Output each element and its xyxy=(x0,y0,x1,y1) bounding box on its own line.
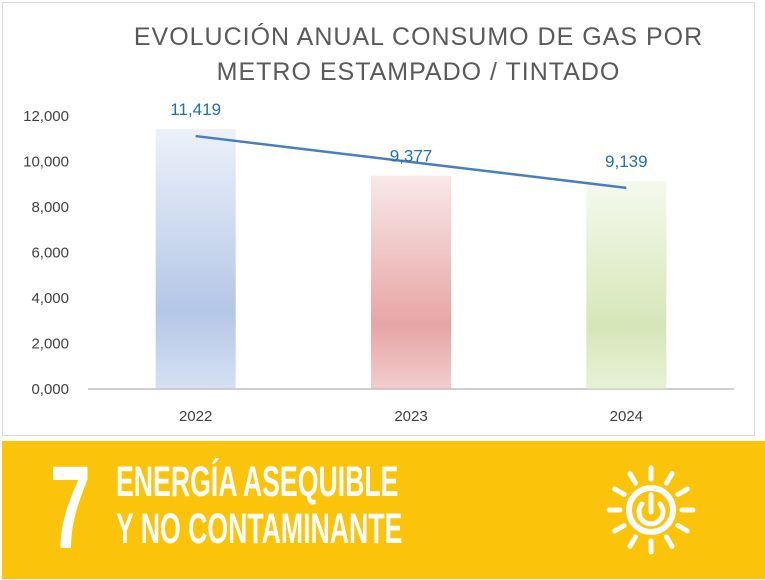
sun-ray xyxy=(664,471,675,486)
y-tick-label: 8,000 xyxy=(31,199,69,216)
y-tick-label: 2,000 xyxy=(31,336,69,353)
y-tick-label: 0,000 xyxy=(31,381,69,398)
chart-title-line-2: METRO ESTAMPADO / TINTADO xyxy=(216,58,621,86)
data-label-2024: 9,139 xyxy=(605,152,648,171)
chart-panel: 0,000 2,000 4,000 6,000 8,000 10,000 12,000 20… xyxy=(2,2,755,436)
chart-svg: 0,000 2,000 4,000 6,000 8,000 10,000 12,000 20… xyxy=(23,100,734,425)
sdg-banner: 7 ENERGÍA ASEQUIBLE Y NO CONTAMINANTE xyxy=(2,441,765,579)
sun-ray xyxy=(612,523,627,534)
y-tick-label: 4,000 xyxy=(31,290,69,307)
sdg-goal-title-line-2: Y NO CONTAMINANTE xyxy=(116,505,403,553)
y-tick-label: 10,000 xyxy=(23,154,69,171)
x-tick-label-2022: 2022 xyxy=(179,408,212,425)
data-label-2023: 9,377 xyxy=(390,147,433,166)
x-tick-label-2024: 2024 xyxy=(610,408,643,425)
y-tick-label: 6,000 xyxy=(31,245,69,262)
sun-ray xyxy=(675,523,690,534)
bar-layer xyxy=(155,129,667,389)
trend-layer xyxy=(195,134,627,190)
x-tick-label-2023: 2023 xyxy=(394,408,427,425)
bar-2023 xyxy=(371,175,451,389)
sdg-goal-title-line-1: ENERGÍA ASEQUIBLE xyxy=(116,458,399,506)
sun-ray xyxy=(627,534,638,549)
chart-title-line-1: EVOLUCIÓN ANUAL CONSUMO DE GAS POR xyxy=(133,23,704,51)
sun-ray xyxy=(627,471,638,486)
sdg-goal-number: 7 xyxy=(50,442,91,574)
sun-ray xyxy=(675,486,690,497)
label-layer: 2022 11,419 2023 9,377 2024 9,139 xyxy=(170,100,647,425)
sun-ray xyxy=(612,486,627,497)
bar-2024 xyxy=(586,181,667,389)
y-tick-label: 12,000 xyxy=(23,108,69,125)
bar-2022 xyxy=(155,129,236,389)
sun-ray xyxy=(664,534,675,549)
data-label-2022: 11,419 xyxy=(170,100,221,119)
sun-power-icon xyxy=(606,465,696,555)
trendline xyxy=(195,134,627,190)
